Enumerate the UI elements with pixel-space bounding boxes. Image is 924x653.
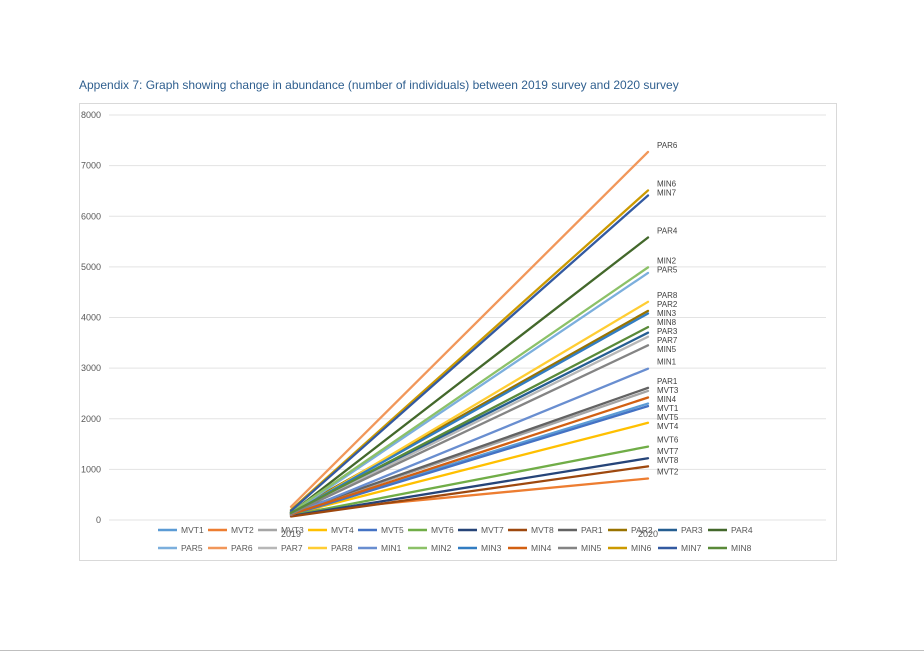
legend-label-mvt5: MVT5 bbox=[381, 525, 404, 535]
legend-label-mvt8: MVT8 bbox=[531, 525, 554, 535]
data-label-par7: PAR7 bbox=[657, 336, 678, 345]
series-line-mvt4 bbox=[289, 421, 650, 516]
series-line-min7 bbox=[289, 194, 650, 513]
legend-label-par3: PAR3 bbox=[681, 525, 703, 535]
series-line-min4 bbox=[289, 396, 650, 516]
legend-label-mvt6: MVT6 bbox=[431, 525, 454, 535]
legend-label-par1: PAR1 bbox=[581, 525, 603, 535]
y-tick-label: 4000 bbox=[81, 313, 101, 323]
series-line-min5 bbox=[289, 344, 650, 516]
x-tick-label: 2019 bbox=[281, 529, 301, 539]
x-tick-label: 2020 bbox=[638, 529, 658, 539]
data-label-min6: MIN6 bbox=[657, 179, 677, 188]
series-line-min6 bbox=[289, 189, 650, 512]
legend-label-min2: MIN2 bbox=[431, 543, 452, 553]
series-line-par5 bbox=[289, 271, 650, 515]
y-tick-label: 6000 bbox=[81, 211, 101, 221]
legend-label-mvt3: MVT3 bbox=[281, 525, 304, 535]
legend-label-par7: PAR7 bbox=[281, 543, 303, 553]
data-label-min3: MIN3 bbox=[657, 309, 677, 318]
legend-label-par2: PAR2 bbox=[631, 525, 653, 535]
data-label-mvt3: MVT3 bbox=[657, 386, 679, 395]
legend-label-min8: MIN8 bbox=[731, 543, 752, 553]
data-label-min2: MIN2 bbox=[657, 256, 677, 265]
legend-label-mvt2: MVT2 bbox=[231, 525, 254, 535]
legend-label-min4: MIN4 bbox=[531, 543, 552, 553]
legend-label-min6: MIN6 bbox=[631, 543, 652, 553]
series-line-par7 bbox=[289, 335, 650, 516]
series-line-min1 bbox=[289, 367, 650, 517]
data-label-par6: PAR6 bbox=[657, 141, 678, 150]
legend-label-min5: MIN5 bbox=[581, 543, 602, 553]
data-label-min5: MIN5 bbox=[657, 345, 677, 354]
data-label-par3: PAR3 bbox=[657, 327, 678, 336]
legend-label-par6: PAR6 bbox=[231, 543, 253, 553]
data-label-min1: MIN1 bbox=[657, 358, 677, 367]
y-tick-label: 8000 bbox=[81, 110, 101, 120]
legend-label-min1: MIN1 bbox=[381, 543, 402, 553]
series-line-mvt5 bbox=[289, 404, 650, 517]
legend-label-par5: PAR5 bbox=[181, 543, 203, 553]
series-line-par6 bbox=[289, 150, 650, 508]
series-line-mvt8 bbox=[289, 465, 650, 518]
legend-label-par8: PAR8 bbox=[331, 543, 353, 553]
data-label-mvt8: MVT8 bbox=[657, 456, 679, 465]
data-label-min4: MIN4 bbox=[657, 395, 677, 404]
page-title: Appendix 7: Graph showing change in abun… bbox=[79, 78, 679, 92]
y-tick-label: 1000 bbox=[81, 464, 101, 474]
series-line-min3 bbox=[289, 312, 650, 515]
y-tick-label: 2000 bbox=[81, 414, 101, 424]
chart-frame bbox=[79, 103, 837, 561]
series-line-par4 bbox=[289, 236, 650, 515]
legend-label-mvt1: MVT1 bbox=[181, 525, 204, 535]
legend-label-mvt4: MVT4 bbox=[331, 525, 354, 535]
legend-label-mvt7: MVT7 bbox=[481, 525, 504, 535]
series-line-min2 bbox=[289, 266, 650, 514]
data-label-par8: PAR8 bbox=[657, 291, 678, 300]
legend-label-min7: MIN7 bbox=[681, 543, 702, 553]
data-label-mvt7: MVT7 bbox=[657, 447, 679, 456]
data-label-min8: MIN8 bbox=[657, 318, 677, 327]
data-label-mvt1: MVT1 bbox=[657, 404, 679, 413]
series-line-mvt6 bbox=[289, 445, 650, 517]
series-line-mvt7 bbox=[289, 457, 650, 518]
data-label-mvt6: MVT6 bbox=[657, 436, 679, 445]
data-label-par1: PAR1 bbox=[657, 377, 678, 386]
data-label-par4: PAR4 bbox=[657, 227, 678, 236]
legend-label-par4: PAR4 bbox=[731, 525, 753, 535]
data-label-mvt5: MVT5 bbox=[657, 413, 679, 422]
y-tick-label: 0 bbox=[96, 515, 101, 525]
data-label-min7: MIN7 bbox=[657, 188, 677, 197]
page-divider bbox=[0, 650, 924, 651]
data-label-par2: PAR2 bbox=[657, 300, 678, 309]
data-label-mvt4: MVT4 bbox=[657, 422, 679, 431]
y-tick-label: 7000 bbox=[81, 161, 101, 171]
y-tick-label: 5000 bbox=[81, 262, 101, 272]
data-label-par5: PAR5 bbox=[657, 265, 678, 274]
series-line-min8 bbox=[289, 325, 650, 515]
y-tick-label: 3000 bbox=[81, 363, 101, 373]
legend-label-min3: MIN3 bbox=[481, 543, 502, 553]
series-line-par1 bbox=[289, 386, 650, 515]
data-label-mvt2: MVT2 bbox=[657, 467, 679, 476]
